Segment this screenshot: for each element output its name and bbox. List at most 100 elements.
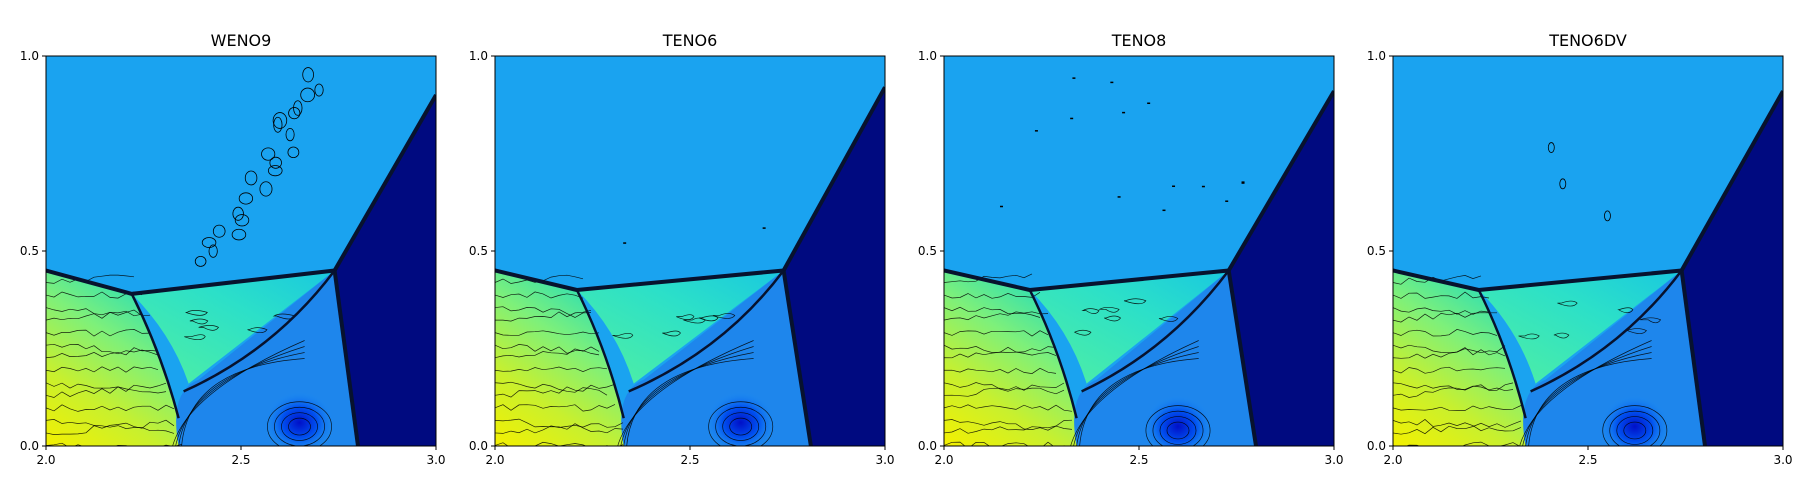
noise-blob [244, 170, 258, 186]
noise-blob [272, 112, 288, 129]
noise-blob [212, 224, 226, 238]
vortex [705, 391, 776, 446]
region-unshocked [1681, 91, 1783, 446]
region-unshocked [1228, 91, 1334, 446]
y-tick-label: 0.5 [20, 244, 39, 258]
contour-lines [1393, 275, 1668, 446]
noise-blob [238, 192, 254, 205]
x-tick-label: 3.0 [875, 453, 894, 467]
noise-blob [261, 147, 276, 161]
panel-title: WENO9 [211, 31, 272, 50]
panel-2: TENO6 2.0 2.5 3.0 0.0 0.5 1.0 [469, 31, 895, 467]
noise-speck [1122, 111, 1126, 114]
axis-ticks: 2.0 2.5 3.0 0.0 0.5 1.0 [918, 49, 1344, 467]
region-post-shock [1393, 270, 1526, 446]
x-tick-label: 2.5 [1578, 453, 1597, 467]
vortex [264, 391, 335, 446]
panel-title: TENO8 [1111, 31, 1167, 50]
noise-speck [1117, 196, 1121, 198]
y-tick-label: 0.5 [469, 244, 488, 258]
region-wedge [1478, 270, 1682, 384]
region-jet [1074, 270, 1256, 446]
contour-lines [46, 274, 332, 446]
y-tick-label: 0.0 [469, 439, 488, 453]
x-tick-label: 3.0 [1324, 453, 1343, 467]
shock-lines [46, 93, 436, 446]
noise-blob [288, 107, 301, 120]
jet-shear [628, 269, 785, 393]
jet-shear [1530, 269, 1683, 393]
noise-speck [762, 227, 766, 229]
noise-artifacts [623, 227, 766, 244]
noise-blob [273, 116, 283, 133]
noise-artifacts [194, 67, 324, 267]
x-tick-label: 2.0 [934, 453, 953, 467]
noise-blob [285, 127, 295, 142]
noise-blob [232, 206, 244, 221]
noise-blob [1604, 210, 1611, 222]
x-tick-label: 2.0 [485, 453, 504, 467]
panel-3: TENO8 2.0 2.5 3.0 0.0 0.5 1.0 [918, 31, 1344, 467]
noise-blob [201, 237, 217, 248]
noise-blob [234, 214, 250, 227]
y-tick-label: 0.5 [1367, 244, 1386, 258]
contour-lines [495, 274, 774, 446]
slip-line [1028, 289, 1078, 419]
noise-blob [231, 228, 247, 241]
incident-shock [1679, 90, 1783, 272]
y-tick-label: 0.0 [20, 439, 39, 453]
panel-title: TENO6 [662, 31, 718, 50]
x-tick-label: 3.0 [1773, 453, 1792, 467]
noise-speck [1172, 185, 1176, 188]
panel-4: TENO6DV 2.0 2.5 3.0 0.0 0.5 1.0 [1367, 31, 1793, 467]
jet-shear [183, 269, 336, 393]
slip-line [130, 293, 180, 419]
noise-blob [208, 244, 218, 258]
noise-speck [1147, 102, 1151, 105]
shock-lines [495, 86, 885, 446]
axis-ticks: 2.0 2.5 3.0 0.0 0.5 1.0 [1367, 49, 1793, 467]
plot-area [46, 56, 436, 446]
panel-1: WENO9 2.0 2.5 3.0 0.0 0.5 1.0 [20, 31, 446, 467]
noise-speck [1162, 209, 1166, 212]
x-tick-label: 2.5 [680, 453, 699, 467]
noise-blob [302, 67, 314, 83]
mach-stem [1679, 270, 1707, 446]
noise-speck [1072, 77, 1076, 79]
plot-area [1393, 56, 1783, 446]
y-tick-label: 1.0 [20, 49, 39, 63]
mach-stem [781, 270, 813, 446]
plot-area [495, 56, 885, 446]
noise-speck [999, 205, 1003, 208]
x-tick-label: 2.5 [231, 453, 250, 467]
y-tick-label: 0.0 [918, 439, 937, 453]
region-wedge [131, 270, 335, 384]
noise-speck [623, 242, 627, 244]
x-tick-label: 2.5 [1129, 453, 1148, 467]
noise-blob [314, 83, 324, 97]
region-unshocked [334, 95, 436, 446]
y-tick-label: 0.0 [1367, 439, 1386, 453]
mach-stem [1226, 270, 1258, 446]
incident-shock [1226, 90, 1334, 272]
noise-blob [267, 165, 283, 177]
region-unshocked [783, 87, 885, 446]
slip-line [575, 289, 625, 419]
contour-lines [944, 273, 1211, 446]
slip-line [1477, 289, 1527, 419]
region-post-shock [46, 270, 179, 446]
x-tick-label: 3.0 [426, 453, 445, 467]
noise-speck [1201, 185, 1205, 188]
noise-blob [259, 181, 273, 197]
y-tick-label: 0.5 [918, 244, 937, 258]
jet-shear [1081, 269, 1230, 393]
region-wedge [1029, 270, 1229, 384]
noise-blob [269, 156, 282, 169]
noise-speck [1110, 81, 1114, 84]
noise-blob [1547, 142, 1555, 153]
noise-artifacts [1547, 142, 1611, 222]
plot-area [944, 56, 1334, 446]
noise-speck [1070, 117, 1074, 120]
y-tick-label: 1.0 [918, 49, 937, 63]
shock-lines [944, 90, 1334, 446]
